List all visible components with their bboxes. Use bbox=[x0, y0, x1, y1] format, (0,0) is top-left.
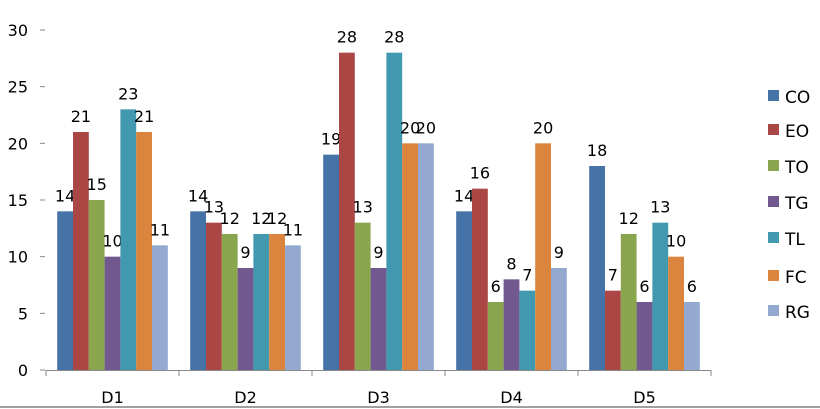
y-tick-label: 15 bbox=[8, 191, 28, 210]
data-label: 7 bbox=[608, 266, 618, 285]
data-label: 7 bbox=[522, 266, 532, 285]
x-tick-label: D1 bbox=[101, 388, 124, 407]
data-label: 6 bbox=[491, 277, 501, 296]
x-tick-label: D4 bbox=[500, 388, 523, 407]
data-label: 20 bbox=[533, 118, 553, 137]
x-tick-label: D2 bbox=[234, 388, 257, 407]
bar-to-d2 bbox=[221, 234, 238, 370]
bar-to-d4 bbox=[487, 302, 504, 370]
data-label: 6 bbox=[687, 277, 697, 296]
bar-co-d2 bbox=[190, 211, 206, 370]
data-label: 21 bbox=[134, 107, 154, 126]
bar-tg-d2 bbox=[237, 268, 254, 370]
bar-tl-d3 bbox=[386, 52, 403, 371]
bar-rg-d2 bbox=[285, 245, 301, 370]
legend-label-tl: TL bbox=[784, 230, 805, 250]
x-tick-label: D3 bbox=[367, 388, 390, 407]
legend-label-fc: FC bbox=[785, 268, 807, 288]
data-label: 10 bbox=[102, 232, 122, 251]
data-label: 14 bbox=[55, 186, 75, 205]
x-tick-label: D5 bbox=[633, 388, 656, 407]
data-label: 11 bbox=[150, 220, 170, 239]
data-label: 9 bbox=[240, 243, 250, 262]
data-label: 6 bbox=[639, 277, 649, 296]
legend-swatch-co bbox=[768, 90, 779, 101]
legend-label-tg: TG bbox=[784, 194, 809, 214]
bar-co-d4 bbox=[456, 211, 472, 370]
bar-tg-d5 bbox=[636, 302, 653, 370]
data-label: 28 bbox=[337, 28, 357, 47]
data-label: 9 bbox=[373, 243, 383, 262]
data-label: 11 bbox=[283, 220, 303, 239]
y-tick-label: 20 bbox=[8, 134, 28, 153]
bar-tg-d4 bbox=[503, 279, 520, 370]
bar-tg-d3 bbox=[370, 268, 387, 370]
data-label: 28 bbox=[384, 28, 404, 47]
data-label: 16 bbox=[470, 164, 490, 183]
bar-eo-d1 bbox=[73, 132, 89, 370]
bar-eo-d4 bbox=[472, 188, 488, 370]
data-label: 20 bbox=[400, 118, 420, 137]
bar-fc-d2 bbox=[269, 234, 285, 370]
data-label: 14 bbox=[188, 186, 208, 205]
data-label: 14 bbox=[454, 186, 474, 205]
data-label: 21 bbox=[71, 107, 91, 126]
data-label: 20 bbox=[416, 118, 436, 137]
y-tick-label: 30 bbox=[8, 21, 28, 40]
data-label: 12 bbox=[220, 209, 240, 228]
data-label: 13 bbox=[650, 198, 670, 217]
y-tick-label: 10 bbox=[8, 248, 28, 267]
bar-eo-d3 bbox=[339, 52, 355, 371]
data-label: 15 bbox=[87, 175, 107, 194]
bar-co-d1 bbox=[57, 211, 73, 370]
data-label: 12 bbox=[619, 209, 639, 228]
bar-to-d3 bbox=[354, 222, 371, 370]
data-label: 12 bbox=[267, 209, 287, 228]
bar-rg-d5 bbox=[684, 302, 700, 370]
legend-label-eo: EO bbox=[785, 122, 809, 142]
data-label: 12 bbox=[251, 209, 271, 228]
y-tick-label: 5 bbox=[18, 304, 28, 323]
data-label: 19 bbox=[321, 130, 341, 149]
legend-label-rg: RG bbox=[785, 303, 810, 323]
bar-to-d1 bbox=[88, 200, 105, 370]
legend-swatch-tg bbox=[768, 196, 779, 207]
data-label: 18 bbox=[587, 141, 607, 160]
bar-eo-d5 bbox=[605, 290, 621, 370]
y-tick-label: 25 bbox=[8, 78, 28, 97]
bar-eo-d2 bbox=[206, 222, 222, 370]
bar-co-d5 bbox=[589, 166, 605, 370]
bar-tg-d1 bbox=[104, 256, 121, 370]
bar-fc-d4 bbox=[535, 143, 551, 370]
bar-tl-d5 bbox=[652, 222, 669, 370]
legend-label-to: TO bbox=[784, 158, 809, 178]
bar-rg-d3 bbox=[418, 143, 434, 370]
data-label: 9 bbox=[554, 243, 564, 262]
legend-label-co: CO bbox=[785, 88, 810, 108]
bar-fc-d1 bbox=[136, 132, 152, 370]
legend-swatch-rg bbox=[768, 305, 779, 316]
bar-tl-d2 bbox=[253, 234, 270, 370]
data-label: 8 bbox=[506, 254, 516, 273]
bottom-border bbox=[0, 406, 820, 408]
data-label: 13 bbox=[204, 198, 224, 217]
y-tick-label: 0 bbox=[18, 361, 28, 380]
data-label: 23 bbox=[118, 84, 138, 103]
bar-fc-d5 bbox=[668, 256, 684, 370]
data-label: 10 bbox=[666, 232, 686, 251]
bar-tl-d1 bbox=[120, 109, 137, 370]
legend-swatch-tl bbox=[768, 232, 779, 243]
legend-swatch-to bbox=[768, 160, 779, 171]
legend-swatch-eo bbox=[768, 124, 779, 135]
bar-rg-d4 bbox=[551, 268, 567, 370]
bar-rg-d1 bbox=[152, 245, 168, 370]
legend-swatch-fc bbox=[768, 270, 779, 281]
data-label: 13 bbox=[353, 198, 373, 217]
bar-co-d3 bbox=[323, 154, 339, 370]
bar-to-d5 bbox=[620, 234, 637, 370]
bar-tl-d4 bbox=[519, 290, 536, 370]
bar-fc-d3 bbox=[402, 143, 418, 370]
